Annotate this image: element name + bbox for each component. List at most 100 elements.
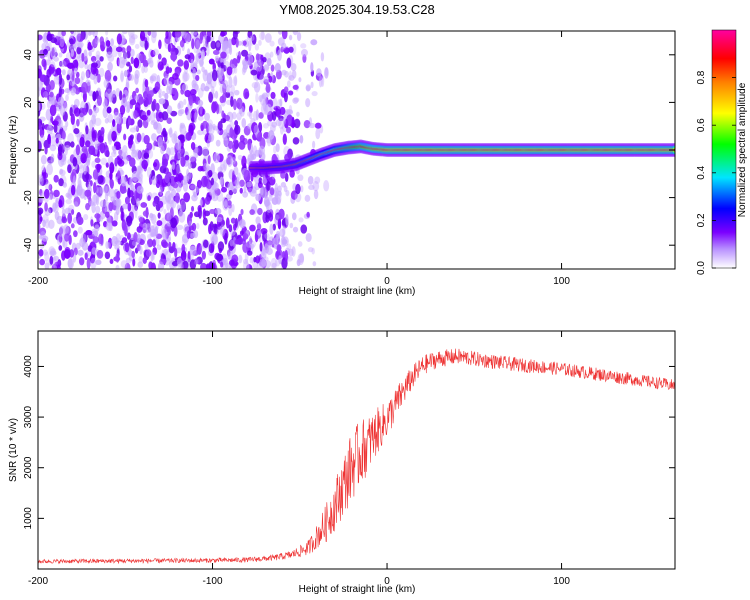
heatmap-cell bbox=[164, 174, 170, 184]
heatmap-cell bbox=[204, 112, 211, 122]
heatmap-cell bbox=[248, 111, 253, 120]
heatmap-cell bbox=[154, 226, 159, 237]
heatmap-cell bbox=[59, 60, 63, 67]
heatmap-cell bbox=[62, 182, 67, 188]
heatmap-cell bbox=[305, 97, 311, 108]
heatmap-cell bbox=[295, 167, 300, 175]
heatmap-cell bbox=[98, 233, 104, 245]
heatmap-cell bbox=[241, 49, 249, 57]
heatmap-cell bbox=[285, 213, 289, 226]
heatmap-cell bbox=[126, 215, 133, 227]
heatmap-cell bbox=[91, 202, 96, 214]
heatmap-cell bbox=[323, 180, 330, 192]
heatmap-cell bbox=[197, 247, 202, 255]
heatmap-cell bbox=[307, 247, 314, 253]
heatmap-cell bbox=[96, 186, 103, 199]
heatmap-cell bbox=[188, 155, 196, 163]
heatmap-cell bbox=[54, 51, 58, 57]
heatmap-cell bbox=[247, 111, 252, 117]
heatmap-cell bbox=[136, 165, 143, 174]
heatmap-cell bbox=[41, 122, 45, 131]
heatmap-cell bbox=[70, 31, 75, 35]
heatmap-cell bbox=[97, 135, 104, 143]
heatmap-cell bbox=[149, 75, 157, 82]
heatmap-cell bbox=[156, 244, 162, 251]
heatmap-cell bbox=[109, 162, 115, 174]
heatmap-cell bbox=[262, 56, 267, 63]
heatmap-cell bbox=[175, 192, 180, 204]
heatmap-cell bbox=[284, 70, 289, 78]
heatmap-cell bbox=[232, 31, 238, 40]
heatmap-cell bbox=[44, 181, 52, 191]
heatmap-cell bbox=[241, 58, 248, 66]
heatmap-cell bbox=[233, 223, 237, 231]
heatmap-cell bbox=[164, 190, 172, 203]
heatmap-cell bbox=[137, 171, 144, 182]
heatmap-cell bbox=[227, 200, 232, 206]
heatmap-cell bbox=[208, 223, 212, 235]
heatmap-cell bbox=[125, 61, 131, 67]
heatmap-cell bbox=[169, 207, 174, 219]
heatmap-cell bbox=[42, 214, 49, 224]
heatmap-cell bbox=[172, 73, 179, 81]
heatmap-cell bbox=[202, 31, 207, 37]
heatmap-cell bbox=[225, 154, 233, 166]
heatmap-cell bbox=[275, 190, 282, 199]
heatmap-cell bbox=[201, 66, 205, 73]
heatmap-cell bbox=[186, 214, 192, 227]
heatmap-cell bbox=[85, 70, 90, 80]
heatmap-cell bbox=[186, 32, 192, 43]
heatmap-cell bbox=[117, 112, 122, 125]
heatmap-cell bbox=[128, 32, 136, 44]
heatmap-cell bbox=[49, 91, 54, 98]
y-tick-label: 3000 bbox=[23, 406, 34, 429]
heatmap-cell bbox=[92, 169, 99, 180]
heatmap-cell bbox=[96, 95, 102, 106]
heatmap-cell bbox=[311, 91, 318, 97]
heatmap-cell bbox=[129, 134, 134, 140]
heatmap-cell bbox=[292, 31, 299, 36]
heatmap-cell bbox=[261, 31, 265, 40]
heatmap-cell bbox=[111, 151, 117, 158]
heatmap-cell bbox=[116, 190, 121, 199]
heatmap-cell bbox=[161, 239, 167, 248]
heatmap-cell bbox=[212, 125, 219, 131]
heatmap-cell bbox=[92, 117, 96, 128]
heatmap-cell bbox=[103, 185, 108, 194]
heatmap-cell bbox=[282, 116, 287, 125]
heatmap-cell bbox=[128, 181, 133, 189]
heatmap-cell bbox=[178, 209, 184, 218]
heatmap-cell bbox=[241, 155, 247, 168]
y-tick-label: 0 bbox=[23, 147, 34, 153]
heatmap-cell bbox=[202, 217, 208, 226]
heatmap-cell bbox=[171, 260, 179, 267]
heatmap-cell bbox=[76, 41, 84, 48]
heatmap-cell bbox=[208, 91, 214, 103]
heatmap-cell bbox=[234, 238, 241, 245]
heatmap-cell bbox=[164, 212, 172, 222]
heatmap-cell bbox=[41, 235, 49, 242]
heatmap-cell bbox=[250, 69, 258, 76]
heatmap-cell bbox=[170, 217, 178, 229]
heatmap-cell bbox=[163, 248, 169, 256]
heatmap-cell bbox=[223, 159, 227, 171]
heatmap-cell bbox=[280, 126, 284, 135]
heatmap-cell bbox=[170, 110, 178, 117]
heatmap-cell bbox=[175, 163, 180, 175]
heatmap-cell bbox=[94, 36, 100, 45]
heatmap-cell bbox=[197, 129, 204, 136]
heatmap-cell bbox=[48, 96, 55, 105]
heatmap-cell bbox=[115, 252, 120, 263]
heatmap-cell bbox=[111, 130, 117, 142]
colorbar-tick-label: 0.4 bbox=[696, 165, 707, 179]
heatmap-cell bbox=[281, 218, 288, 227]
heatmap-cell bbox=[76, 118, 80, 127]
heatmap-cell bbox=[156, 220, 163, 227]
heatmap-cell bbox=[49, 144, 57, 152]
heatmap-cell bbox=[81, 52, 85, 62]
heatmap-cell bbox=[188, 95, 193, 106]
heatmap-cell bbox=[136, 226, 143, 233]
heatmap-cell bbox=[227, 38, 232, 49]
heatmap-cell bbox=[257, 207, 263, 216]
heatmap-cell bbox=[278, 208, 285, 220]
